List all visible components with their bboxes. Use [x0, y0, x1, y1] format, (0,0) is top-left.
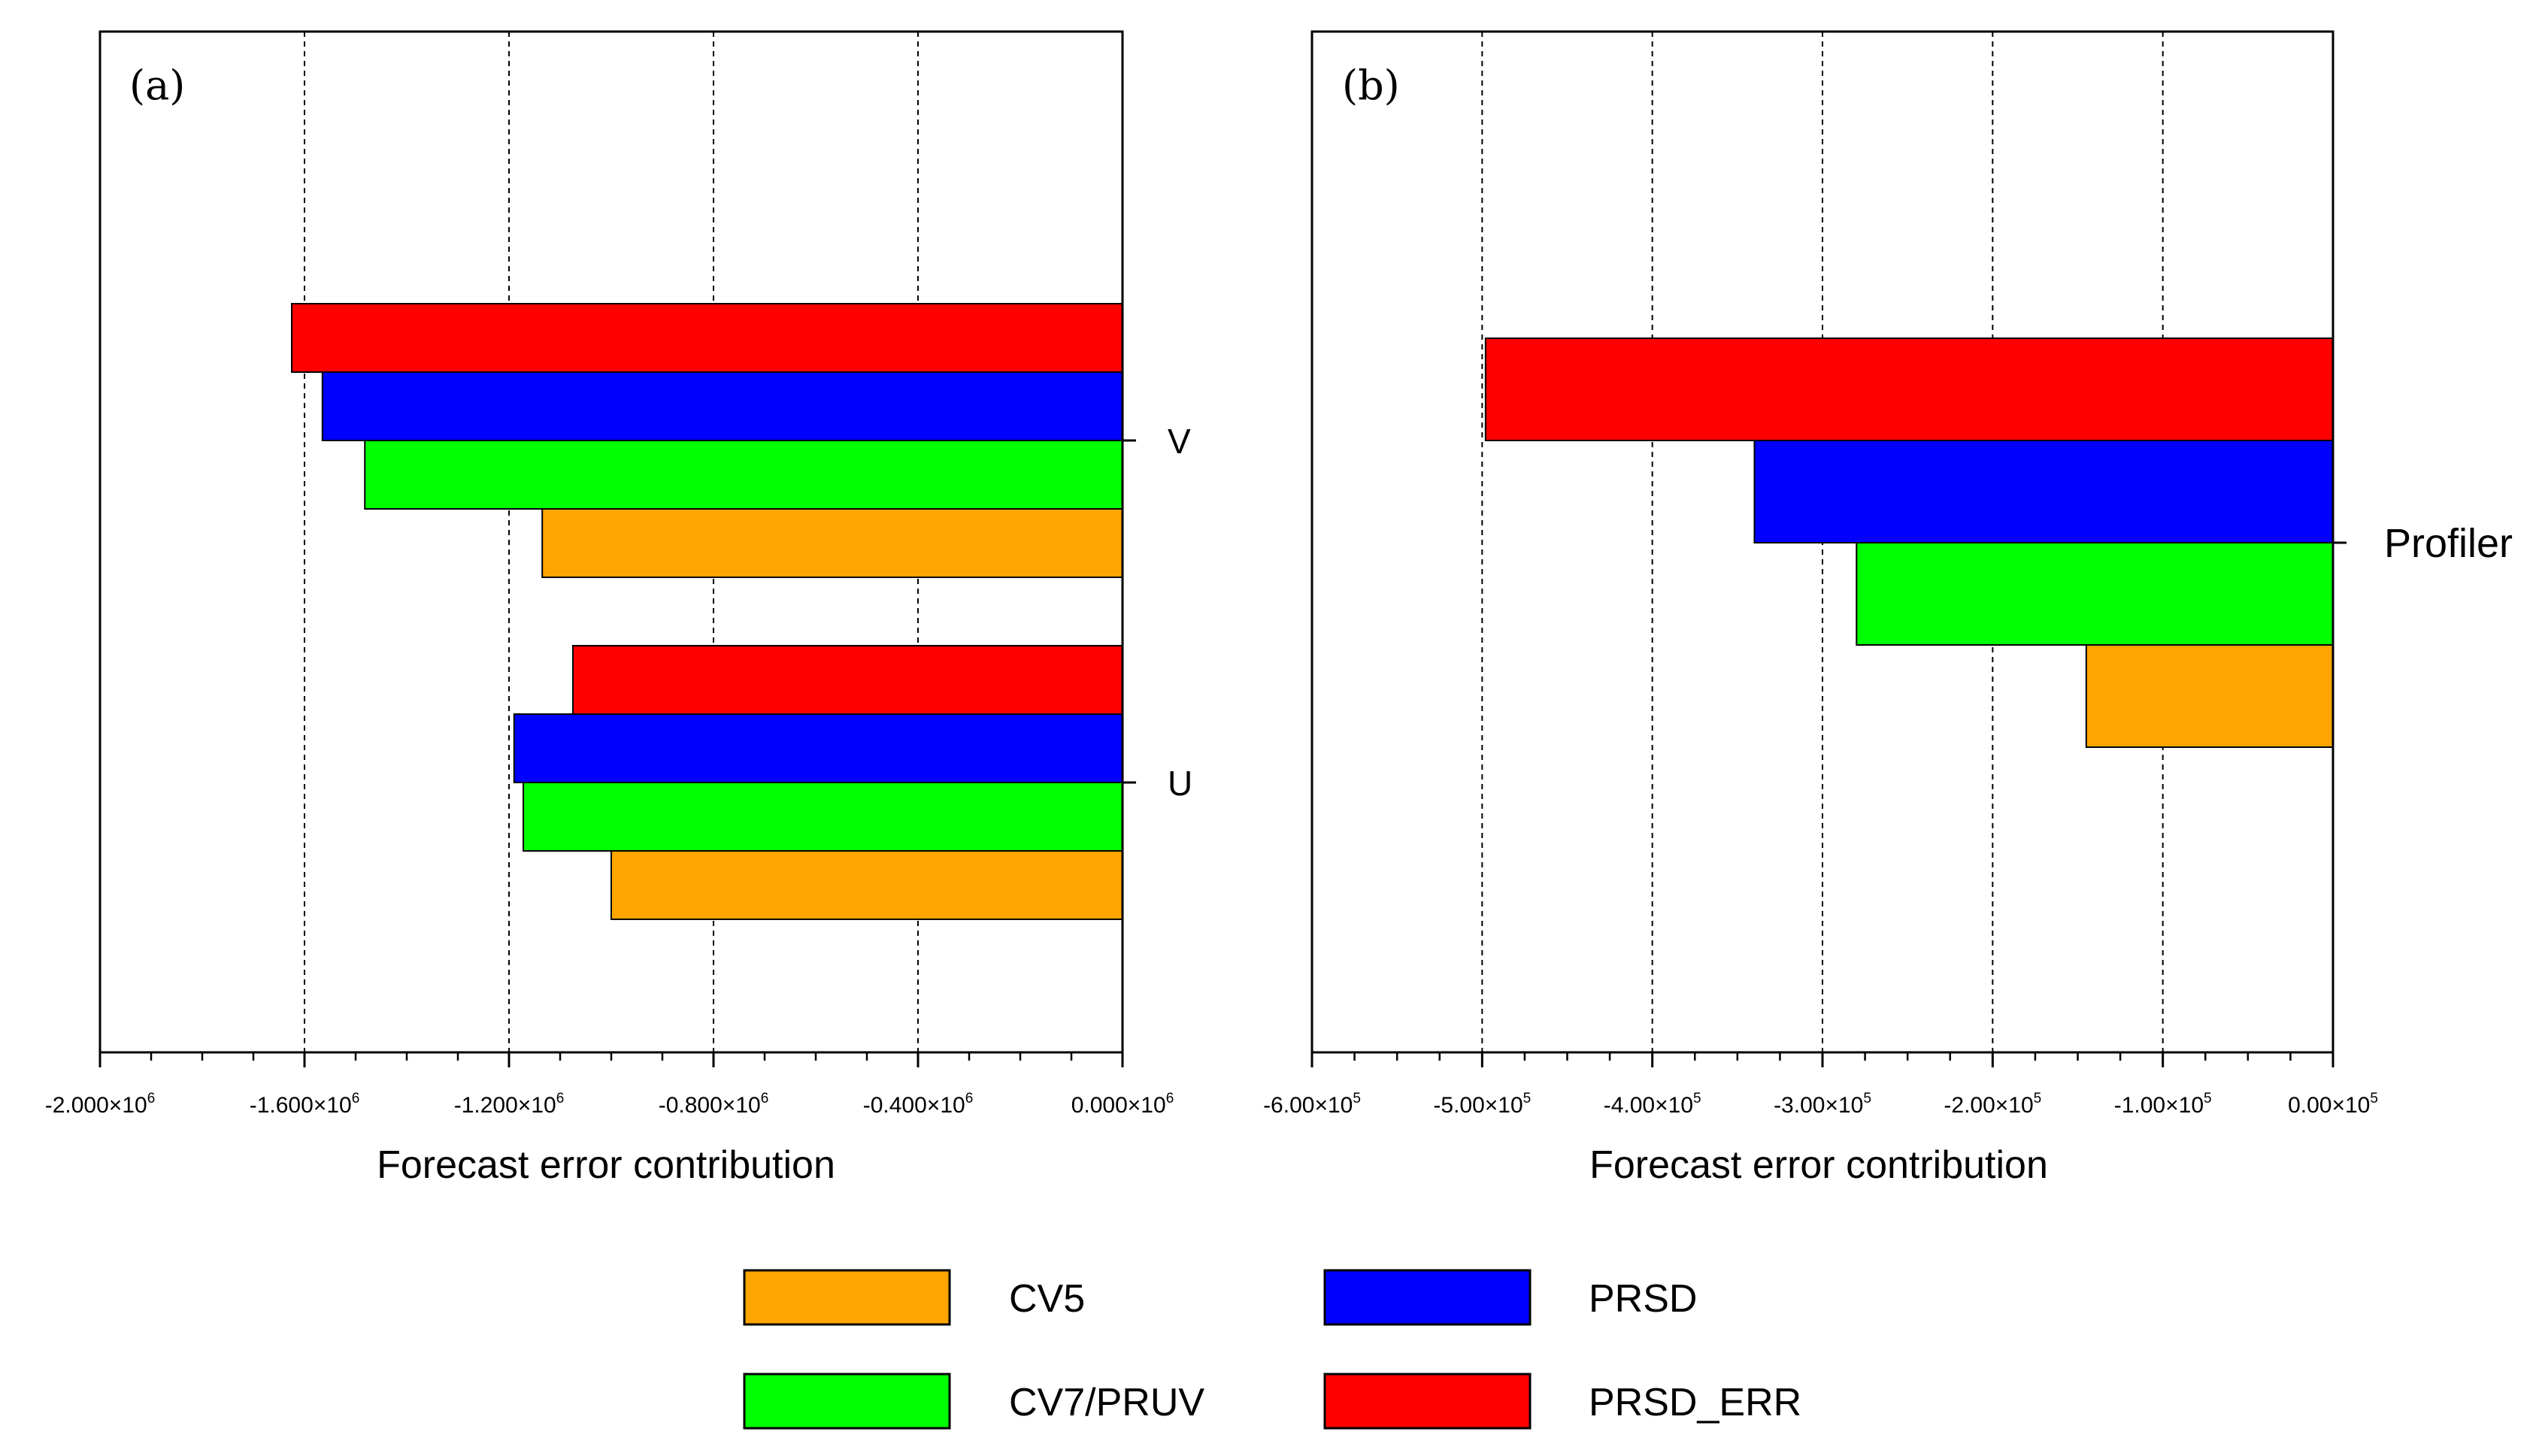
panel-b-label: (b) — [1342, 62, 1400, 109]
a-tick-label: -0.800×106 — [659, 1091, 769, 1118]
a-tick-label: 0.000×106 — [1071, 1091, 1174, 1118]
a-bar-v-prsd-err — [291, 303, 1123, 373]
b-bar-profiler-cv7-pruv — [1856, 542, 2334, 646]
panel-b-xlabel: Forecast error contribution — [1589, 1143, 2048, 1187]
a-tick-label: -0.400×106 — [863, 1091, 974, 1118]
a-bar-u-cv7-pruv — [523, 782, 1123, 852]
legend-swatch-prsd-err — [1323, 1373, 1532, 1430]
a-cat-label-v: V — [1168, 422, 1191, 461]
b-bar-profiler-prsd-err — [1484, 338, 2334, 441]
a-bar-u-prsd-err — [572, 645, 1123, 715]
panel-a-xlabel: Forecast error contribution — [377, 1143, 835, 1187]
panel-a: -2.000×106 -1.600×106 -1.200×106 -0.800×106… — [45, 30, 1192, 1187]
b-tick-label: -3.00×105 — [1774, 1091, 1871, 1118]
b-tick-label: -6.00×105 — [1263, 1091, 1361, 1118]
a-tick-label: -2.000×106 — [45, 1091, 156, 1118]
panel-b: -6.00×105 -5.00×105 -4.00×105 -3.00×105 -2.0… — [1263, 30, 2513, 1187]
panel-a-label: (a) — [129, 62, 185, 109]
legend-label-prsd-err: PRSD_ERR — [1589, 1381, 1801, 1424]
b-tick-label: -1.00×105 — [2114, 1091, 2212, 1118]
a-cat-label-u: U — [1168, 764, 1192, 803]
b-tick-label: 0.00×105 — [2288, 1091, 2378, 1118]
b-tick-label: -4.00×105 — [1604, 1091, 1701, 1118]
a-tick-label: -1.600×106 — [250, 1091, 360, 1118]
legend-label-cv5: CV5 — [1009, 1277, 1085, 1321]
legend-swatch-cv7-pruv — [743, 1373, 951, 1430]
a-bar-v-prsd — [321, 371, 1123, 441]
b-bar-profiler-cv5 — [2085, 644, 2334, 748]
b-tick-label: -5.00×105 — [1433, 1091, 1531, 1118]
a-bar-v-cv5 — [541, 508, 1123, 578]
a-bar-v-cv7-pruv — [364, 440, 1123, 510]
a-bar-u-prsd — [513, 713, 1123, 783]
b-cat-label-profiler: Profiler — [2384, 521, 2513, 566]
b-bar-profiler-prsd — [1753, 440, 2334, 543]
legend-label-cv7-pruv: CV7/PRUV — [1009, 1381, 1204, 1424]
a-tick-label: -1.200×106 — [454, 1091, 565, 1118]
a-bar-u-cv5 — [611, 850, 1123, 920]
b-tick-label: -2.00×105 — [1944, 1091, 2041, 1118]
legend-label-prsd: PRSD — [1589, 1277, 1697, 1321]
legend: CV5 PRSD CV7/PRUV PRSD_ERR — [743, 1269, 1801, 1430]
legend-swatch-cv5 — [743, 1269, 951, 1326]
legend-swatch-prsd — [1323, 1269, 1532, 1326]
